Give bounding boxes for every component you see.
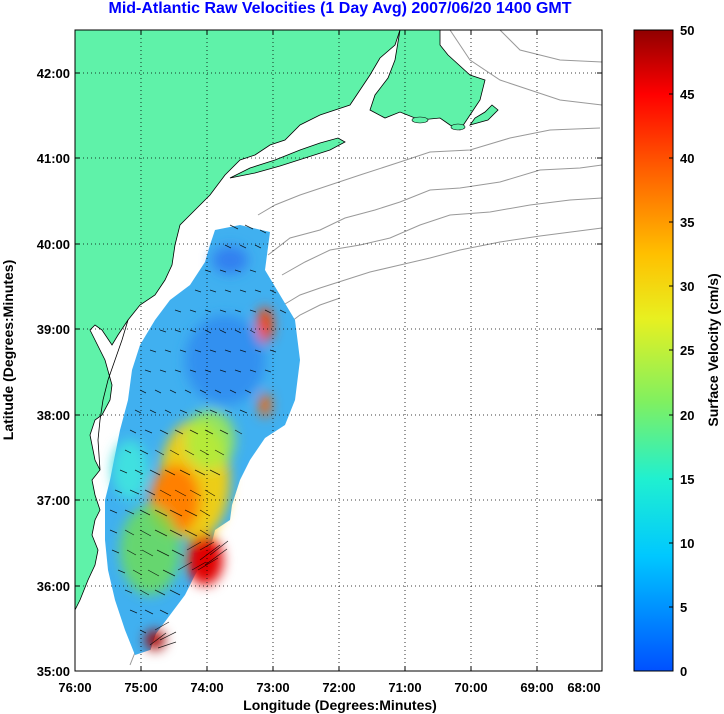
y-axis-tick-labels: 42:00 41:00 40:00 39:00 38:00 37:00 36:0… — [37, 66, 70, 679]
colorbar-tick-label: 10 — [680, 536, 694, 551]
grid-lines — [75, 30, 602, 671]
colorbar-tick-labels: 50 45 40 35 30 25 20 15 10 5 0 — [680, 23, 694, 679]
y-tick-label: 38:00 — [37, 408, 70, 423]
x-tick-label: 75:00 — [124, 680, 157, 695]
x-tick-label: 72:00 — [322, 680, 355, 695]
y-axis-label: Latitude (Degrees:Minutes) — [0, 260, 16, 440]
x-tick-label: 76:00 — [58, 680, 91, 695]
colorbar-tick-label: 15 — [680, 472, 694, 487]
island-marthas-vineyard — [411, 116, 429, 124]
colorbar-tick-label: 0 — [680, 664, 687, 679]
x-axis-tick-labels: 76:00 75:00 74:00 73:00 72:00 71:00 70:0… — [58, 680, 600, 695]
cape-cod — [369, 30, 486, 131]
axis-ticks — [75, 30, 602, 671]
x-tick-label: 68:00 — [567, 680, 600, 695]
colorbar-tick-label: 50 — [680, 23, 694, 38]
colorbar-tick-label: 35 — [680, 215, 694, 230]
colorbar-tick-label: 45 — [680, 87, 694, 102]
x-tick-label: 70:00 — [454, 680, 487, 695]
y-tick-label: 42:00 — [37, 66, 70, 81]
velocity-arrows — [109, 224, 287, 649]
x-tick-label: 69:00 — [520, 680, 553, 695]
colorbar-tick-label: 20 — [680, 408, 694, 423]
y-tick-label: 41:00 — [37, 151, 70, 166]
x-tick-label: 71:00 — [388, 680, 421, 695]
colorbar-tick-label: 5 — [680, 600, 687, 615]
x-axis-label: Longitude (Degrees:Minutes) — [243, 697, 437, 713]
y-tick-label: 40:00 — [37, 237, 70, 252]
colorbar-label: Surface Velocity (cm/s) — [705, 273, 721, 426]
land-mass — [75, 30, 401, 611]
x-tick-label: 74:00 — [190, 680, 223, 695]
x-tick-label: 73:00 — [256, 680, 289, 695]
y-tick-label: 39:00 — [37, 322, 70, 337]
delmarva-coast — [97, 319, 129, 471]
plot-title: Mid-Atlantic Raw Velocities (1 Day Avg) … — [108, 0, 572, 17]
y-tick-label: 35:00 — [37, 664, 70, 679]
colorbar-tick-label: 25 — [680, 343, 694, 358]
cape-hook — [469, 104, 499, 126]
y-tick-label: 36:00 — [37, 579, 70, 594]
velocity-field — [105, 224, 300, 655]
colorbar-ticks — [669, 29, 673, 672]
y-tick-label: 37:00 — [37, 493, 70, 508]
colorbar-tick-label: 40 — [680, 151, 694, 166]
colorbar-tick-label: 30 — [680, 279, 694, 294]
colorbar — [633, 29, 674, 672]
island-nantucket — [450, 123, 466, 131]
